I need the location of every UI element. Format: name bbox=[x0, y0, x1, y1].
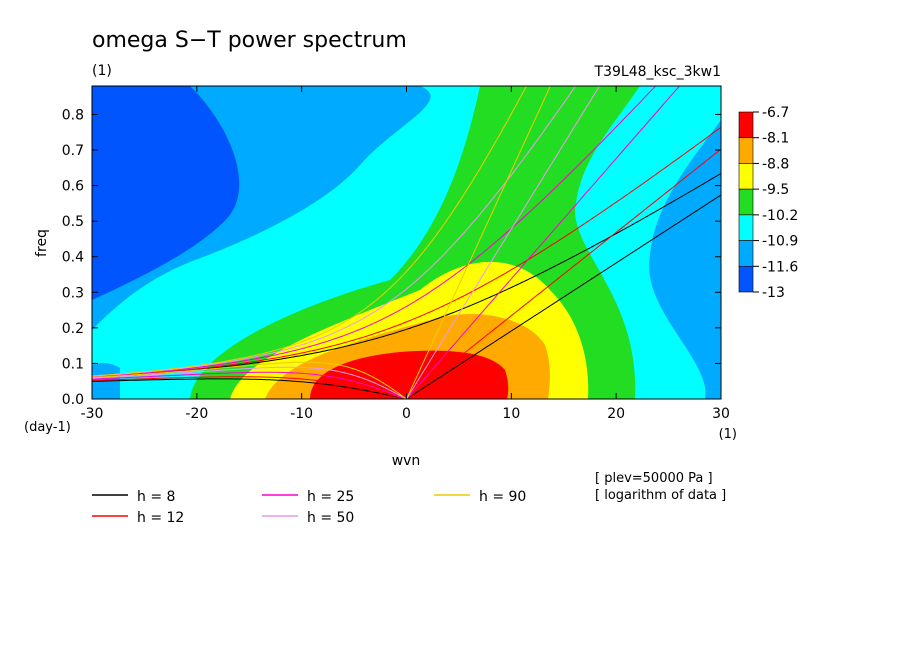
x-tick-label: 20 bbox=[607, 406, 625, 422]
rossby-curve bbox=[92, 378, 407, 399]
x-tick-label: 0 bbox=[402, 406, 411, 422]
x-axis-label: wvn bbox=[392, 453, 421, 469]
run-id-label: T39L48_ksc_3kw1 bbox=[594, 64, 721, 80]
colorbar-label: -10.9 bbox=[762, 234, 798, 250]
y-tick-label: 0.7 bbox=[62, 143, 84, 159]
y-tick-label: 0.4 bbox=[62, 250, 84, 266]
y-tick-label: 0.1 bbox=[62, 356, 84, 372]
colorbar: -6.7 -8.1 -8.8 -9.5 -10.2 -10.9 -11.6 -13 bbox=[738, 105, 798, 301]
legend: h = 8 h = 12 h = 25 h = 50 h = 90 bbox=[92, 489, 526, 526]
mrg-curve bbox=[92, 126, 721, 378]
mrg-curve bbox=[92, 86, 577, 377]
legend-label: h = 8 bbox=[137, 489, 175, 505]
y-tick-label: 0.8 bbox=[62, 107, 84, 123]
x-tick-label: -20 bbox=[185, 406, 208, 422]
colorbar-swatch bbox=[738, 188, 754, 216]
axes: -30 -20 -10 0 10 20 30 0.0 0.1 0.2 0.3 0.4 0.5 0.6 0.7… bbox=[62, 86, 730, 422]
colorbar-label: -8.1 bbox=[762, 131, 789, 147]
contour-band-13-left bbox=[92, 86, 240, 300]
kelvin-curve bbox=[406, 148, 721, 399]
annotation-log: [ logarithm of data ] bbox=[595, 488, 726, 503]
y-tick-label: 0.3 bbox=[62, 285, 84, 301]
kelvin-curve bbox=[406, 86, 601, 399]
legend-label: h = 50 bbox=[307, 510, 354, 526]
legend-label: h = 25 bbox=[307, 489, 354, 505]
legend-label: h = 12 bbox=[137, 510, 184, 526]
chart-units: (1) bbox=[92, 63, 112, 79]
colorbar-label: -8.8 bbox=[762, 156, 789, 172]
colorbar-label: -9.5 bbox=[762, 182, 789, 198]
dispersion-curves bbox=[92, 86, 721, 399]
y-axis-label: freq bbox=[34, 229, 50, 257]
chart-title: omega S−T power spectrum bbox=[92, 28, 407, 53]
rossby-curve bbox=[92, 366, 407, 399]
y-tick-label: 0.2 bbox=[62, 321, 84, 337]
colorbar-swatch bbox=[738, 111, 754, 139]
mrg-curve bbox=[92, 86, 528, 377]
mrg-curve bbox=[92, 86, 657, 378]
rossby-curve bbox=[92, 361, 407, 399]
kelvin-curve bbox=[406, 86, 551, 399]
annotation-plev: [ plev=50000 Pa ] bbox=[595, 471, 713, 486]
rossby-curve bbox=[92, 376, 407, 399]
y-axis-units: (day-1) bbox=[24, 420, 71, 435]
contour-band-8.1 bbox=[310, 350, 509, 399]
x-tick-label: -30 bbox=[81, 406, 104, 422]
kelvin-curve bbox=[406, 194, 721, 399]
colorbar-swatch bbox=[738, 265, 754, 293]
x-tick-label: 10 bbox=[502, 406, 520, 422]
colorbar-swatch bbox=[738, 137, 754, 164]
x-axis-units: (1) bbox=[719, 427, 737, 442]
colorbar-label: -13 bbox=[762, 285, 785, 301]
plot-area bbox=[92, 86, 721, 399]
colorbar-label: -6.7 bbox=[762, 105, 789, 121]
y-tick-label: 0.6 bbox=[62, 179, 84, 195]
kelvin-curve bbox=[406, 86, 681, 399]
colorbar-swatch bbox=[738, 214, 754, 241]
colorbar-swatch bbox=[738, 163, 754, 190]
contour-band-11.6-right bbox=[649, 86, 721, 399]
colorbar-label: -11.6 bbox=[762, 259, 798, 275]
x-tick-label: -10 bbox=[290, 406, 313, 422]
legend-label: h = 90 bbox=[479, 489, 526, 505]
colorbar-swatch bbox=[738, 240, 754, 267]
rossby-curve bbox=[92, 371, 407, 399]
y-tick-label: 0.5 bbox=[62, 214, 84, 230]
y-tick-label: 0.0 bbox=[62, 392, 84, 408]
colorbar-label: -10.2 bbox=[762, 208, 798, 224]
x-tick-label: 30 bbox=[712, 406, 730, 422]
